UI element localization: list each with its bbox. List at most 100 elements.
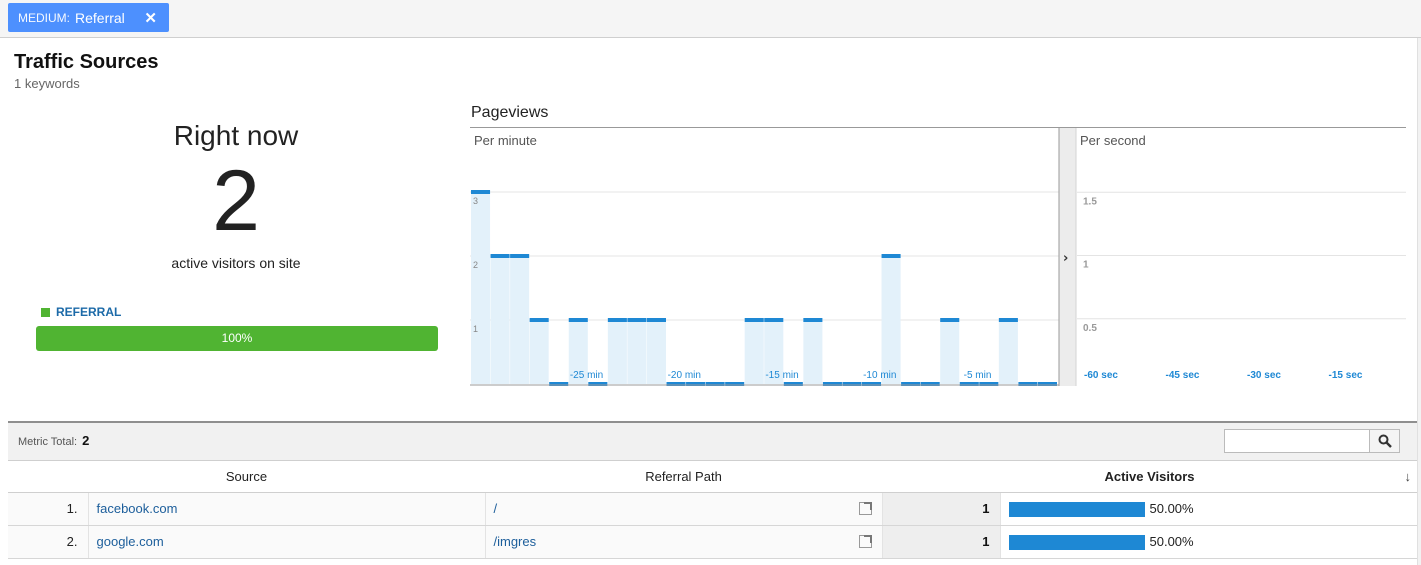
bar-cap[interactable] [920, 382, 940, 386]
source-link[interactable]: google.com [88, 525, 486, 559]
legend-label[interactable]: REFERRAL [56, 305, 122, 319]
row-index: 2. [8, 525, 89, 559]
bar-cap[interactable] [862, 382, 882, 386]
filter-chip-value: Referral [75, 9, 125, 26]
bar-cap[interactable] [881, 254, 901, 258]
y-tick-label: 1 [1083, 260, 1089, 271]
bar-cap[interactable] [705, 382, 725, 386]
page-title: Traffic Sources [14, 51, 159, 73]
y-tick-label: 3 [473, 196, 478, 206]
y-tick-label: 0.5 [1083, 323, 1097, 334]
metric-total: Metric Total: 2 [18, 433, 89, 448]
per-second-label: Per second [1080, 133, 1146, 148]
traffic-table-panel: Metric Total: 2 Source Referral Path Act… [8, 421, 1417, 561]
bar-cap[interactable] [803, 318, 823, 322]
bar-fill [529, 320, 549, 384]
x-tick-label: -15 min [765, 370, 798, 381]
filter-chip[interactable]: MEDIUM: Referral ✕ [8, 3, 169, 32]
row-index: 1. [8, 492, 89, 526]
per-minute-chart: 1 2 3 -25 min -20 min -15 min -10 min -5 min [470, 190, 1059, 386]
filter-bar: MEDIUM: Referral ✕ [0, 0, 1421, 38]
bar-fill [568, 320, 588, 384]
bar-cap[interactable] [607, 318, 627, 322]
column-active-visitors-label: Active Visitors [1104, 468, 1195, 484]
pageviews-charts: Per minute Per second 1 2 3 -25 min -20 min -… [470, 127, 1406, 386]
bar-cap[interactable] [764, 318, 784, 322]
bar-cap[interactable] [646, 318, 666, 322]
metric-total-label: Metric Total: [18, 436, 78, 448]
table-toolbar: Metric Total: 2 [8, 423, 1417, 461]
bar-cap[interactable] [725, 382, 745, 386]
bar-cap[interactable] [822, 382, 842, 386]
bar-cap[interactable] [490, 254, 510, 258]
x-tick-label: -5 min [964, 370, 992, 381]
bar-cap[interactable] [529, 318, 549, 322]
chart-divider[interactable] [1059, 128, 1076, 386]
bar-fill [627, 320, 647, 384]
active-visitor-count: 2 [212, 153, 260, 249]
x-tick-label: -25 min [570, 370, 603, 381]
x-tick-label: -60 sec [1084, 370, 1118, 381]
close-icon[interactable]: ✕ [144, 10, 157, 27]
bar-cap[interactable] [940, 318, 960, 322]
visitor-count: 1 [882, 525, 1001, 559]
bar-cap[interactable] [549, 382, 569, 386]
bar-cap[interactable] [686, 382, 706, 386]
external-link-icon[interactable] [858, 501, 872, 515]
x-tick-label: -20 min [668, 370, 701, 381]
referral-progress-bar: 100% [36, 326, 438, 351]
bar-fill [998, 320, 1018, 384]
source-link[interactable]: facebook.com [88, 492, 486, 526]
y-tick-label: 2 [473, 260, 478, 270]
visitor-share: 50.00% [1000, 492, 1417, 526]
referral-path-link[interactable]: /imgres [493, 534, 537, 549]
right-now-label: Right now [173, 120, 299, 151]
sort-desc-icon[interactable]: ↓ [1404, 469, 1412, 484]
bar-cap[interactable] [959, 382, 979, 386]
x-tick-label: -45 sec [1166, 370, 1200, 381]
search-button[interactable] [1369, 430, 1399, 452]
bar-cap[interactable] [1018, 382, 1038, 386]
chevron-right-icon[interactable]: › [1063, 251, 1068, 266]
pageviews-chart-svg: Per minute Per second 1 2 3 -25 min -20 min -… [470, 128, 1406, 386]
per-second-chart: 0.5 1 1.5 -60 sec -45 sec -30 sec -15 sec [1077, 191, 1406, 381]
y-tick-label: 1 [473, 324, 478, 334]
legend-swatch [41, 307, 50, 317]
bar-cap[interactable] [627, 318, 647, 322]
metric-total-value: 2 [82, 433, 90, 448]
bar-cap[interactable] [998, 318, 1018, 322]
external-link-icon[interactable] [858, 534, 872, 548]
column-referral-path[interactable]: Referral Path [485, 461, 882, 493]
bar-cap[interactable] [471, 190, 491, 194]
bar-cap[interactable] [1037, 382, 1057, 386]
page-subtitle: 1 keywords [14, 76, 80, 91]
bar-cap[interactable] [783, 382, 803, 386]
visitor-share-bar [1008, 501, 1145, 517]
referral-path-cell: /imgres [485, 525, 883, 559]
bar-fill [881, 256, 901, 384]
traffic-table: Source Referral Path Active Visitors ↓ 1… [8, 461, 1417, 559]
search-input[interactable] [1225, 430, 1365, 452]
bar-cap[interactable] [979, 382, 999, 386]
visitor-share-bar [1008, 534, 1145, 550]
bar-cap[interactable] [901, 382, 921, 386]
bar-cap[interactable] [568, 318, 588, 322]
bar-fill [764, 320, 784, 384]
bar-cap[interactable] [842, 382, 862, 386]
bar-cap[interactable] [666, 382, 686, 386]
bar-fill [490, 256, 510, 384]
bar-fill [744, 320, 764, 384]
table-header-row: Source Referral Path Active Visitors ↓ [8, 461, 1417, 493]
table-row: 1. facebook.com / 1 50.00% [8, 492, 1417, 526]
bar-cap[interactable] [510, 254, 530, 258]
legend-referral: REFERRAL [41, 305, 121, 319]
filter-chip-key: MEDIUM: [18, 10, 70, 25]
column-source[interactable]: Source [8, 461, 485, 493]
table-search [1224, 429, 1400, 453]
per-minute-label: Per minute [474, 133, 537, 148]
bar-cap[interactable] [744, 318, 764, 322]
bar-cap[interactable] [588, 382, 608, 386]
column-active-visitors[interactable]: Active Visitors ↓ [882, 461, 1417, 493]
visitor-count: 1 [882, 492, 1001, 526]
referral-path-link[interactable]: / [493, 501, 498, 516]
